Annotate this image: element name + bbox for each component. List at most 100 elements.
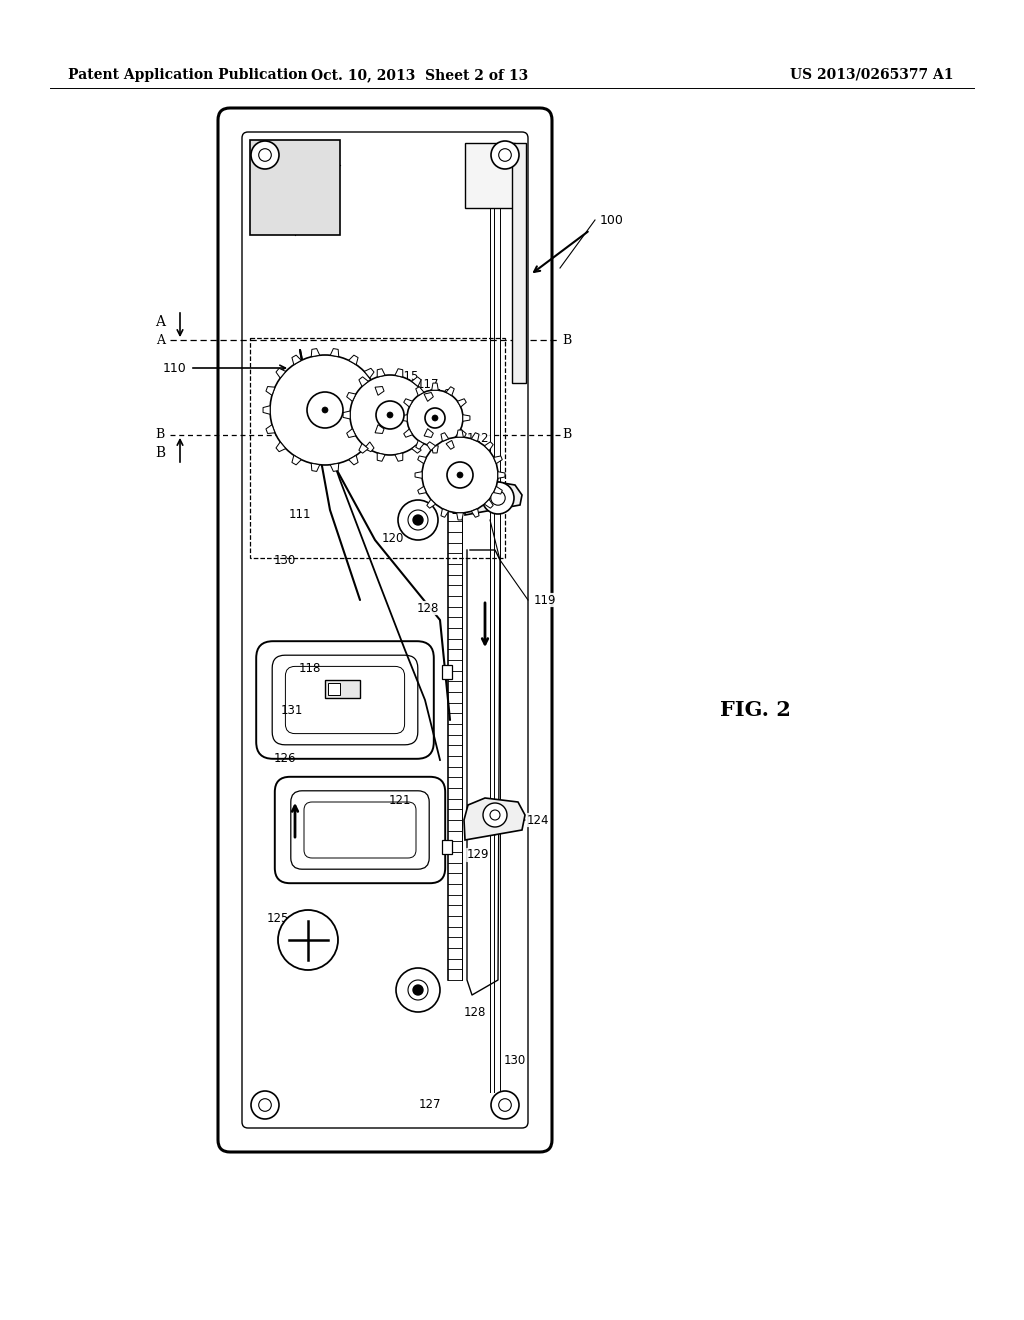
Text: 111: 111 — [289, 508, 311, 521]
Bar — [250, 140, 340, 235]
Text: 100: 100 — [600, 214, 624, 227]
Polygon shape — [427, 499, 435, 508]
Text: 117: 117 — [417, 378, 439, 391]
Circle shape — [408, 979, 428, 1001]
Polygon shape — [358, 376, 369, 387]
Text: Oct. 10, 2013  Sheet 2 of 13: Oct. 10, 2013 Sheet 2 of 13 — [311, 69, 528, 82]
Polygon shape — [457, 513, 463, 520]
Polygon shape — [375, 387, 384, 395]
Text: FIG. 2: FIG. 2 — [720, 700, 791, 719]
Polygon shape — [418, 455, 426, 463]
Polygon shape — [446, 387, 455, 396]
Text: 114: 114 — [349, 376, 372, 389]
Circle shape — [376, 401, 404, 429]
Text: 112: 112 — [467, 432, 489, 445]
Bar — [442, 665, 452, 678]
Polygon shape — [415, 471, 422, 478]
Polygon shape — [400, 414, 408, 421]
Polygon shape — [276, 368, 286, 378]
Text: 130: 130 — [273, 553, 296, 566]
Circle shape — [251, 141, 279, 169]
Polygon shape — [380, 405, 387, 414]
Text: 128: 128 — [417, 602, 439, 615]
Polygon shape — [365, 442, 374, 451]
Polygon shape — [416, 387, 424, 396]
Text: 118: 118 — [299, 661, 322, 675]
Polygon shape — [432, 383, 438, 391]
Circle shape — [490, 491, 505, 506]
Polygon shape — [331, 348, 339, 356]
Circle shape — [499, 1098, 511, 1111]
Polygon shape — [416, 441, 424, 449]
Circle shape — [387, 412, 393, 418]
Text: 128: 128 — [464, 1006, 486, 1019]
Text: A: A — [155, 315, 165, 329]
Polygon shape — [365, 368, 374, 378]
Circle shape — [422, 437, 498, 513]
Polygon shape — [424, 392, 433, 401]
Circle shape — [307, 392, 343, 428]
Polygon shape — [349, 355, 358, 364]
Circle shape — [278, 909, 338, 970]
Polygon shape — [347, 429, 356, 437]
Text: 129: 129 — [467, 849, 489, 862]
Circle shape — [490, 1092, 519, 1119]
Text: A: A — [156, 334, 165, 346]
Polygon shape — [276, 442, 286, 451]
Circle shape — [490, 141, 519, 169]
Text: 113: 113 — [281, 371, 303, 384]
Text: 123: 123 — [451, 503, 473, 516]
Circle shape — [396, 968, 440, 1012]
Polygon shape — [458, 399, 466, 407]
Circle shape — [483, 803, 507, 828]
Polygon shape — [266, 425, 275, 433]
Polygon shape — [441, 508, 449, 517]
Polygon shape — [484, 442, 494, 450]
Circle shape — [259, 1098, 271, 1111]
Text: 119: 119 — [534, 594, 556, 606]
Polygon shape — [403, 399, 413, 407]
Polygon shape — [464, 799, 525, 840]
Polygon shape — [266, 387, 275, 395]
FancyBboxPatch shape — [218, 108, 552, 1152]
Text: 115: 115 — [397, 370, 419, 383]
Text: 130: 130 — [504, 1053, 526, 1067]
Bar — [328, 682, 340, 696]
Text: 131: 131 — [281, 704, 303, 717]
Circle shape — [398, 500, 438, 540]
Text: US 2013/0265377 A1: US 2013/0265377 A1 — [790, 69, 953, 82]
Polygon shape — [292, 455, 301, 465]
Bar — [465, 143, 515, 209]
Polygon shape — [494, 486, 503, 494]
Polygon shape — [463, 414, 470, 421]
Bar — [250, 338, 505, 558]
Polygon shape — [458, 429, 466, 437]
Polygon shape — [424, 429, 433, 437]
Polygon shape — [375, 425, 384, 433]
Circle shape — [270, 355, 380, 465]
Polygon shape — [343, 411, 350, 418]
Bar — [512, 143, 526, 383]
Polygon shape — [292, 355, 301, 364]
Circle shape — [499, 149, 511, 161]
Polygon shape — [349, 455, 358, 465]
Text: B: B — [562, 429, 571, 441]
Polygon shape — [412, 444, 421, 453]
Bar — [442, 840, 452, 854]
Circle shape — [482, 482, 514, 513]
Polygon shape — [457, 430, 463, 437]
Circle shape — [408, 510, 428, 531]
Polygon shape — [377, 368, 385, 378]
Circle shape — [447, 462, 473, 488]
Polygon shape — [377, 453, 385, 461]
Polygon shape — [471, 433, 479, 441]
Polygon shape — [441, 433, 449, 441]
Text: 126: 126 — [273, 751, 296, 764]
Circle shape — [350, 375, 430, 455]
Text: 121: 121 — [389, 793, 412, 807]
Polygon shape — [395, 368, 402, 378]
Polygon shape — [403, 429, 413, 437]
Circle shape — [407, 389, 463, 446]
Polygon shape — [498, 471, 505, 478]
Text: 125: 125 — [267, 912, 289, 924]
